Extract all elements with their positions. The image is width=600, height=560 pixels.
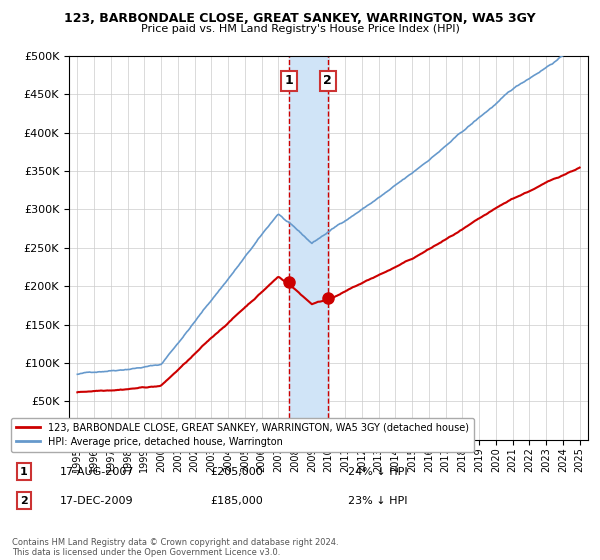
Text: 1: 1: [284, 74, 293, 87]
Text: 23% ↓ HPI: 23% ↓ HPI: [348, 496, 407, 506]
Text: 1: 1: [20, 466, 28, 477]
Text: 17-AUG-2007: 17-AUG-2007: [60, 466, 134, 477]
Text: £205,000: £205,000: [210, 466, 263, 477]
Legend: 123, BARBONDALE CLOSE, GREAT SANKEY, WARRINGTON, WA5 3GY (detached house), HPI: : 123, BARBONDALE CLOSE, GREAT SANKEY, WAR…: [11, 418, 473, 451]
Text: £185,000: £185,000: [210, 496, 263, 506]
Text: 123, BARBONDALE CLOSE, GREAT SANKEY, WARRINGTON, WA5 3GY: 123, BARBONDALE CLOSE, GREAT SANKEY, WAR…: [64, 12, 536, 25]
Text: 24% ↓ HPI: 24% ↓ HPI: [348, 466, 407, 477]
Text: 2: 2: [323, 74, 332, 87]
Text: 2: 2: [20, 496, 28, 506]
Bar: [289, 56, 328, 440]
Text: Contains HM Land Registry data © Crown copyright and database right 2024.
This d: Contains HM Land Registry data © Crown c…: [12, 538, 338, 557]
Text: 17-DEC-2009: 17-DEC-2009: [60, 496, 134, 506]
Text: Price paid vs. HM Land Registry's House Price Index (HPI): Price paid vs. HM Land Registry's House …: [140, 24, 460, 34]
